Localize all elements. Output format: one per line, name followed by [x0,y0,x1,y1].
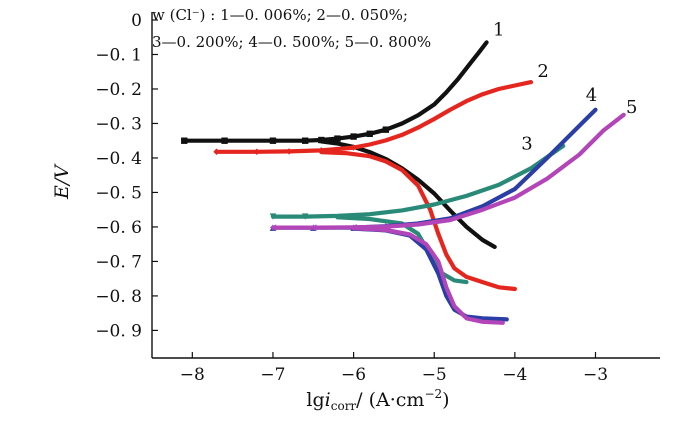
y-tick-label: −0. 5 [95,183,142,203]
data-point [310,224,317,231]
curve-label-4: 4 [586,85,597,106]
data-point [269,137,277,144]
data-point [382,223,390,230]
data-point [269,213,277,220]
data-point [382,126,390,133]
y-tick-label: −0. 8 [95,287,142,307]
data-point [350,144,357,151]
data-point [253,148,261,155]
axes: 0 −0. 1 −0. 2 −0. 3 −0. 4 −0. 5 −0. 6 −0. 7 −0. … [95,11,660,385]
data-point [350,133,357,140]
series-3-anodic [270,143,566,219]
x-tick-label: −6 [341,365,366,385]
series-layer [181,40,626,325]
series-5 [269,112,626,325]
series-5-cathodic [351,226,505,325]
series-2-cathodic [319,150,517,292]
x-axis-title: lgicorr/ (A·cm−2) [306,387,449,413]
curve-label-1: 1 [493,20,504,41]
data-point [221,137,228,144]
curve-labels: 1 2 3 4 5 [493,20,638,155]
y-tick-label: −0. 7 [95,252,142,272]
curve-label-3: 3 [521,133,532,154]
curve-label-2: 2 [537,61,548,82]
y-tick-label: −0. 1 [95,45,142,65]
series-4-anodic [270,107,598,230]
data-point [318,136,325,144]
series-2-anodic [214,80,534,154]
data-point [366,130,373,138]
y-axis-title: E/V [51,163,73,200]
data-point [302,137,309,144]
legend-line-1: w (Cl⁻) : 1—0. 006%; 2—0. 050%; [152,6,408,24]
x-tick-label: −3 [583,365,608,385]
data-point [334,135,341,142]
data-point [213,148,220,155]
x-tick-label: −5 [422,365,447,385]
y-tick-label: −0. 4 [95,149,142,169]
data-point [181,137,188,144]
legend-line-2: 3—0. 200%; 4—0. 500%; 5—0. 800% [152,33,431,51]
y-tick-label: −0. 2 [95,80,142,100]
data-point [318,147,325,154]
x-tick-label: −4 [502,365,527,385]
data-point [302,213,309,220]
y-tick-label: −0. 3 [95,114,142,134]
series-3 [269,143,566,285]
y-tick-label: −0. 9 [95,321,142,341]
legend: w (Cl⁻) : 1—0. 006%; 2—0. 050%; 3—0. 200… [152,6,431,51]
data-point [269,224,277,231]
data-point [350,224,357,231]
y-tick-label: 0 [131,11,142,31]
y-tick-label: −0. 6 [95,218,142,238]
curve-label-5: 5 [626,97,637,118]
x-tick-label: −8 [180,365,205,385]
x-tick-label: −7 [260,365,285,385]
series-2 [213,80,534,292]
series-5-anodic [270,112,626,230]
data-point [285,148,293,155]
series-1-anodic [182,40,489,143]
